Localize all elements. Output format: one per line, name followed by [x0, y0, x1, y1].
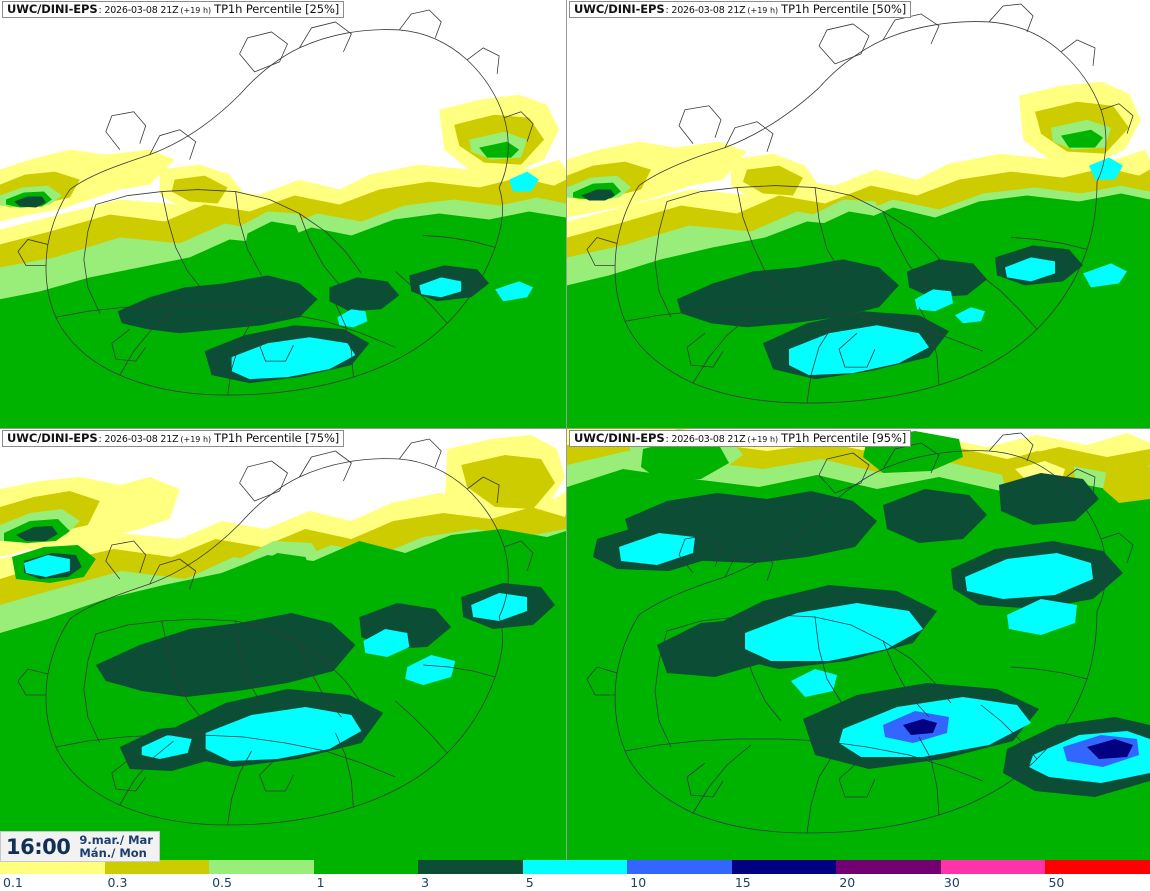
map-canvas-p50: [567, 0, 1150, 428]
panel-title-p75: UWC/DINI-EPS : 2026-03-08 21Z (+19 h) TP…: [2, 430, 345, 447]
panel-run-label: : 2026-03-08 21Z: [665, 434, 746, 445]
panel-title-p25: UWC/DINI-EPS : 2026-03-08 21Z (+19 h) TP…: [2, 1, 345, 18]
valid-date-block: 9.mar./ Mar Mán./ Mon: [79, 834, 153, 859]
panel-run-label: : 2026-03-08 21Z: [98, 5, 179, 16]
colorbar-tick-label: 30: [943, 875, 960, 890]
map-panel-p95[interactable]: UWC/DINI-EPS : 2026-03-08 21Z (+19 h) TP…: [567, 429, 1150, 860]
precip-field-p25: [0, 0, 566, 428]
panel-model-label: UWC/DINI-EPS: [7, 2, 98, 16]
valid-date-line2: Mán./ Mon: [79, 845, 147, 860]
map-panel-p75[interactable]: UWC/DINI-EPS : 2026-03-08 21Z (+19 h) TP…: [0, 429, 567, 860]
panel-title-p50: UWC/DINI-EPS : 2026-03-08 21Z (+19 h) TP…: [569, 1, 912, 18]
panel-model-label: UWC/DINI-EPS: [574, 431, 665, 445]
panel-run-label: : 2026-03-08 21Z: [665, 5, 746, 16]
map-panel-p25[interactable]: UWC/DINI-EPS : 2026-03-08 21Z (+19 h) TP…: [0, 0, 567, 429]
colorbar-segment: [836, 860, 941, 874]
colorbar-strip: [0, 860, 1150, 874]
valid-time-stamp: 16:00 9.mar./ Mar Mán./ Mon: [0, 831, 160, 862]
colorbar-tick-label: 20: [839, 875, 856, 890]
panel-field-label: TP1h Percentile [50%]: [781, 2, 907, 16]
panel-model-label: UWC/DINI-EPS: [574, 2, 665, 16]
colorbar-segment: [313, 860, 419, 874]
colorbar-segment: [940, 860, 1046, 874]
colorbar-tick-label: 50: [1048, 875, 1065, 890]
colorbar-segment: [418, 860, 523, 874]
colorbar-segment: [209, 860, 314, 874]
colorbar-segment: [0, 860, 105, 874]
panel-field-label: TP1h Percentile [25%]: [214, 2, 340, 16]
colorbar-segment: [1045, 860, 1150, 874]
colorbar-segment: [522, 860, 628, 874]
valid-time-clock: 16:00: [6, 834, 71, 859]
colorbar-tick-label: 0.3: [107, 875, 128, 890]
colorbar-tick-label: 15: [734, 875, 751, 890]
panel-lead-label: (+19 h): [180, 6, 212, 15]
colorbar-ticks: 0.1 0.3 0.5 1 3 5 10 15 20 30 50: [0, 875, 1150, 891]
colorbar-tick-label: 0.1: [3, 875, 23, 890]
colorbar-tick-label: 3: [421, 875, 430, 890]
map-panel-p50[interactable]: UWC/DINI-EPS : 2026-03-08 21Z (+19 h) TP…: [567, 0, 1150, 429]
colorbar-segment: [104, 860, 210, 874]
panel-lead-label: (+19 h): [180, 435, 212, 444]
colorbar-tick-label: 0.5: [212, 875, 232, 890]
panel-grid: UWC/DINI-EPS : 2026-03-08 21Z (+19 h) TP…: [0, 0, 1150, 860]
panel-lead-label: (+19 h): [747, 435, 779, 444]
precip-field-p50: [567, 0, 1150, 428]
valid-date-line1: 9.mar./ Mar: [79, 833, 153, 847]
colorbar-segment: [627, 860, 732, 874]
colorbar-segment: [731, 860, 837, 874]
panel-field-label: TP1h Percentile [75%]: [214, 431, 340, 445]
panel-model-label: UWC/DINI-EPS: [7, 431, 98, 445]
colorbar-tick-label: 5: [525, 875, 534, 890]
colorbar-legend: 0.1 0.3 0.5 1 3 5 10 15 20 30 50: [0, 860, 1150, 891]
map-canvas-p25: [0, 0, 566, 428]
precip-field-p75: [0, 429, 566, 860]
precip-field-p95: [567, 429, 1150, 860]
colorbar-tick-label: 10: [630, 875, 647, 890]
colorbar-tick-label: 1: [316, 875, 325, 890]
panel-title-p95: UWC/DINI-EPS : 2026-03-08 21Z (+19 h) TP…: [569, 430, 912, 447]
panel-field-label: TP1h Percentile [95%]: [781, 431, 907, 445]
map-canvas-p95: [567, 429, 1150, 860]
map-canvas-p75: [0, 429, 566, 860]
panel-run-label: : 2026-03-08 21Z: [98, 434, 179, 445]
panel-lead-label: (+19 h): [747, 6, 779, 15]
